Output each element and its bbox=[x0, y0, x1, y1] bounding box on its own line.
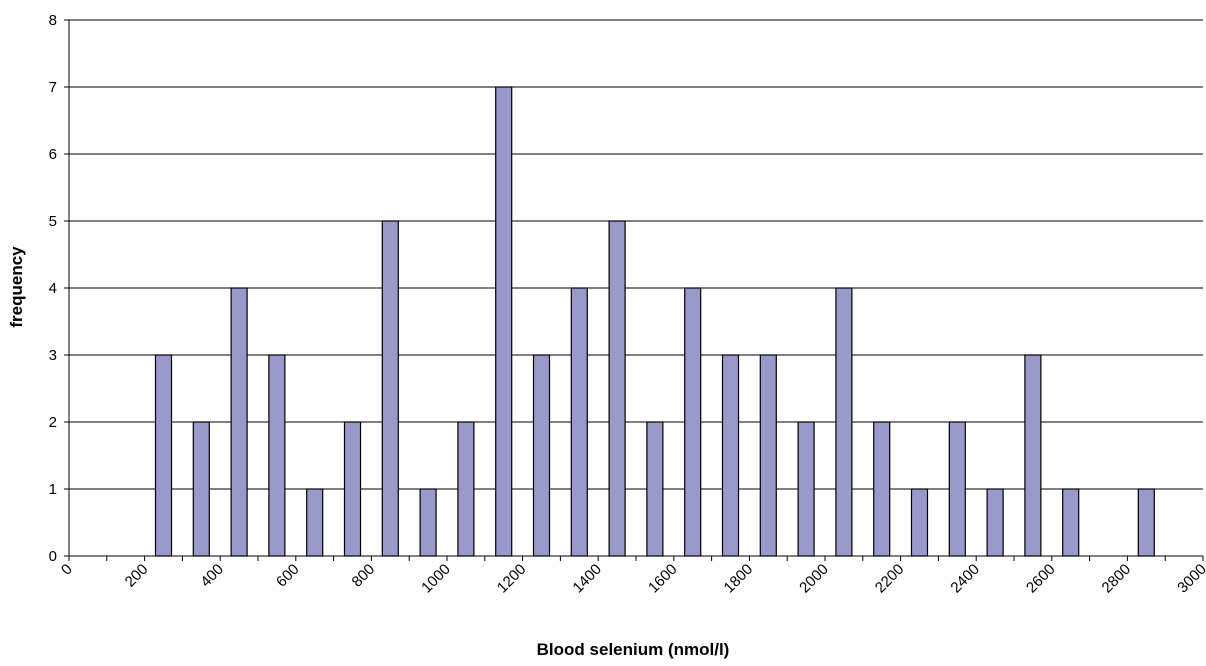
y-tick-label: 8 bbox=[49, 12, 57, 29]
y-tick-label: 2 bbox=[49, 414, 57, 431]
bar bbox=[684, 287, 702, 557]
gridlines bbox=[69, 19, 1203, 490]
bar bbox=[154, 354, 173, 557]
y-tick-label: 7 bbox=[49, 79, 57, 96]
x-tick-label: 0 bbox=[58, 561, 76, 579]
x-tick-label: 1000 bbox=[418, 561, 454, 597]
y-tick-label: 5 bbox=[49, 213, 57, 230]
x-tick-labels: 0 200 400 600 800 1000 1200 1400 1600 1800 2000 220… bbox=[58, 561, 1206, 597]
bar bbox=[608, 220, 626, 557]
x-tick-label: 2000 bbox=[796, 561, 832, 597]
bar bbox=[532, 354, 551, 557]
bar bbox=[381, 220, 399, 557]
y-tick-label: 6 bbox=[49, 146, 57, 163]
x-tick-label: 1600 bbox=[645, 561, 681, 597]
bars bbox=[154, 86, 1155, 557]
bar bbox=[1024, 354, 1042, 557]
bar bbox=[268, 354, 286, 557]
x-tick-label: 1200 bbox=[494, 561, 530, 597]
bar bbox=[721, 354, 740, 557]
x-tick-label: 1400 bbox=[569, 561, 605, 597]
x-tick-label: 2200 bbox=[872, 561, 908, 597]
x-tick-label: 2800 bbox=[1099, 561, 1135, 597]
x-tick-label: 600 bbox=[273, 561, 303, 591]
x-axis-title: Blood selenium (nmol/l) bbox=[537, 640, 730, 659]
bar bbox=[835, 287, 853, 557]
x-tick-label: 2400 bbox=[947, 561, 983, 597]
bar bbox=[343, 421, 362, 557]
y-tick-label: 0 bbox=[49, 548, 57, 565]
bar bbox=[306, 488, 324, 557]
bar bbox=[419, 488, 437, 557]
bar bbox=[948, 421, 966, 557]
bar bbox=[1137, 488, 1155, 557]
y-tick-label: 3 bbox=[49, 347, 57, 364]
x-tick-label: 400 bbox=[197, 561, 227, 591]
bar bbox=[495, 86, 513, 557]
bar bbox=[230, 287, 248, 557]
bar bbox=[797, 421, 815, 557]
bar bbox=[457, 421, 475, 557]
bar bbox=[646, 421, 664, 557]
y-tick-label: 1 bbox=[49, 481, 57, 498]
bar bbox=[910, 488, 929, 557]
bar bbox=[873, 421, 891, 557]
bar bbox=[192, 421, 210, 557]
axes bbox=[64, 19, 1204, 561]
y-tick-label: 4 bbox=[49, 280, 57, 297]
bar bbox=[570, 287, 588, 557]
x-tick-label: 2600 bbox=[1023, 561, 1059, 597]
y-axis-title: frequency bbox=[7, 246, 26, 328]
x-tick-label: 3000 bbox=[1174, 561, 1206, 597]
x-tick-label: 1800 bbox=[721, 561, 757, 597]
x-tick-label: 800 bbox=[349, 561, 379, 591]
y-tick-labels: 0 1 2 3 4 5 6 7 8 bbox=[49, 12, 57, 565]
x-tick-label: 200 bbox=[122, 561, 152, 591]
bar bbox=[986, 488, 1004, 557]
bar bbox=[1062, 488, 1080, 557]
bar bbox=[759, 354, 777, 557]
